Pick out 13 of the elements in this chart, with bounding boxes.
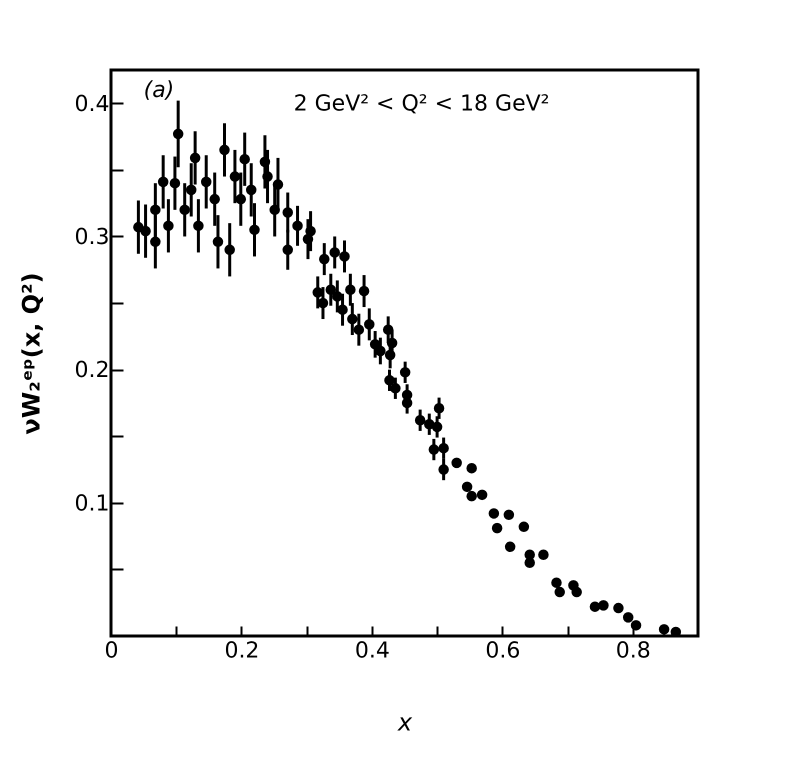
y-tick-label: 0.3 (74, 224, 110, 250)
y-tick-label: 0.4 (74, 92, 110, 117)
x-tick-label: 0 (104, 638, 118, 664)
x-tick-label: 0.4 (354, 638, 390, 664)
y-tick-label: 0.2 (74, 358, 110, 384)
annotation: 2 GeV² < Q² < 18 GeV² (294, 91, 550, 116)
x-tick-label: 0.2 (224, 638, 260, 664)
x-axis-title: x (396, 708, 413, 736)
y-tick-label: 0.1 (74, 491, 110, 516)
x-tick-label: 0.8 (616, 638, 651, 664)
x-tick-label: 0.6 (485, 638, 520, 664)
y-axis-title: νW₂ᵉᵖ(x, Q²) (18, 272, 46, 435)
annotation: (a) (144, 78, 174, 103)
